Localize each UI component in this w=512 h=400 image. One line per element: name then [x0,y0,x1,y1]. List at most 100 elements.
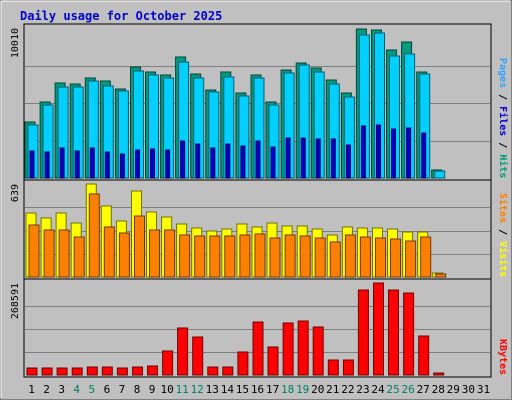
bar [41,367,53,376]
bar [269,237,281,278]
x-tick-label: 11 [176,383,189,396]
bar [418,335,430,376]
bar [162,350,174,376]
x-tick-label: 6 [104,383,111,396]
bar [282,322,294,376]
x-tick-label: 15 [236,383,249,396]
bar [225,143,231,179]
bar [177,327,189,376]
bar [267,346,279,376]
x-tick-label: 1 [28,383,35,396]
bar [391,128,396,179]
bar [345,144,351,179]
bar [179,234,191,278]
bar [390,238,401,278]
bar [330,138,336,179]
bar [360,125,366,179]
x-tick-label: 20 [311,383,324,396]
bar [270,146,276,179]
x-axis: 1 2 3 4 5 6 7 8 9 10 11 12 13 14 15 16 17 18 19 20 21 22 23 24 2… [28,383,490,396]
bar [405,240,417,278]
bar [297,320,309,376]
x-tick-label: 19 [296,383,309,396]
series-pages [29,124,427,179]
x-tick-label: 16 [251,383,264,396]
legend-kbytes: KBytes [497,339,508,375]
bar [86,366,98,376]
bar [164,229,176,278]
x-tick-label: 26 [401,383,414,396]
bar [359,236,371,278]
bar [314,237,326,278]
legend-item: Pages [497,58,508,88]
bar [26,367,38,376]
bar [195,143,201,179]
y-max-label: 268591 [10,283,21,319]
x-tick-label: 4 [73,383,80,396]
bar [342,359,354,376]
x-tick-label: 3 [58,383,65,396]
bar [101,366,113,376]
bar [239,234,251,278]
legend-item: Visits [497,241,509,277]
bar [284,234,296,278]
legend-item: / [497,88,508,106]
bar [300,137,306,179]
bar [73,236,85,278]
bar [209,235,221,278]
x-tick-label: 12 [191,383,204,396]
bar [222,366,234,376]
legend-item: / [497,136,508,154]
legend-hits-files-pages: Pages / Files / Hits [497,58,509,178]
x-tick-label: 28 [432,383,445,396]
bar [28,224,40,278]
series-files [27,32,446,179]
bar [59,147,65,179]
x-tick-label: 14 [221,383,235,396]
bar [237,351,249,376]
x-tick-label: 9 [149,383,156,396]
bar [74,150,80,179]
x-tick-label: 21 [326,383,339,396]
legend-visits-sites: Sites / Visits [497,193,509,277]
chart-panels: 10010 Pages / Files / Hits 639 Sites / Visi… [10,23,509,378]
bar [43,229,55,278]
bar [194,235,206,278]
bar [254,233,266,278]
panel-kbytes: 268591 KBytes [10,278,508,378]
bar [149,229,160,278]
bar [71,367,83,376]
legend-item: KBytes [497,339,508,375]
bar [435,273,447,278]
bar [132,366,143,376]
bar [420,236,432,278]
bar [285,137,291,179]
panel-visits-sites: 639 Sites / Visits [10,179,509,280]
legend-item: / [497,223,508,241]
bar [29,150,35,179]
bar [119,153,125,179]
x-tick-label: 18 [281,383,294,396]
bar [135,149,140,179]
x-tick-label: 22 [341,383,354,396]
bar [58,229,70,278]
bar [344,234,356,278]
bar [403,292,415,376]
bar [180,140,186,179]
bar [357,289,369,376]
bar [252,321,264,376]
series-kbytes [26,282,445,376]
bar [210,147,216,179]
bar [240,145,246,179]
bar [150,148,155,179]
bar [147,365,158,376]
legend-item: Hits [497,154,509,178]
bar [376,124,381,179]
bar [255,140,261,179]
series-sites [28,193,447,278]
bar [89,147,95,179]
x-tick-label: 25 [386,383,399,396]
x-tick-label: 23 [356,383,369,396]
bar [327,359,339,376]
bar [118,232,130,278]
